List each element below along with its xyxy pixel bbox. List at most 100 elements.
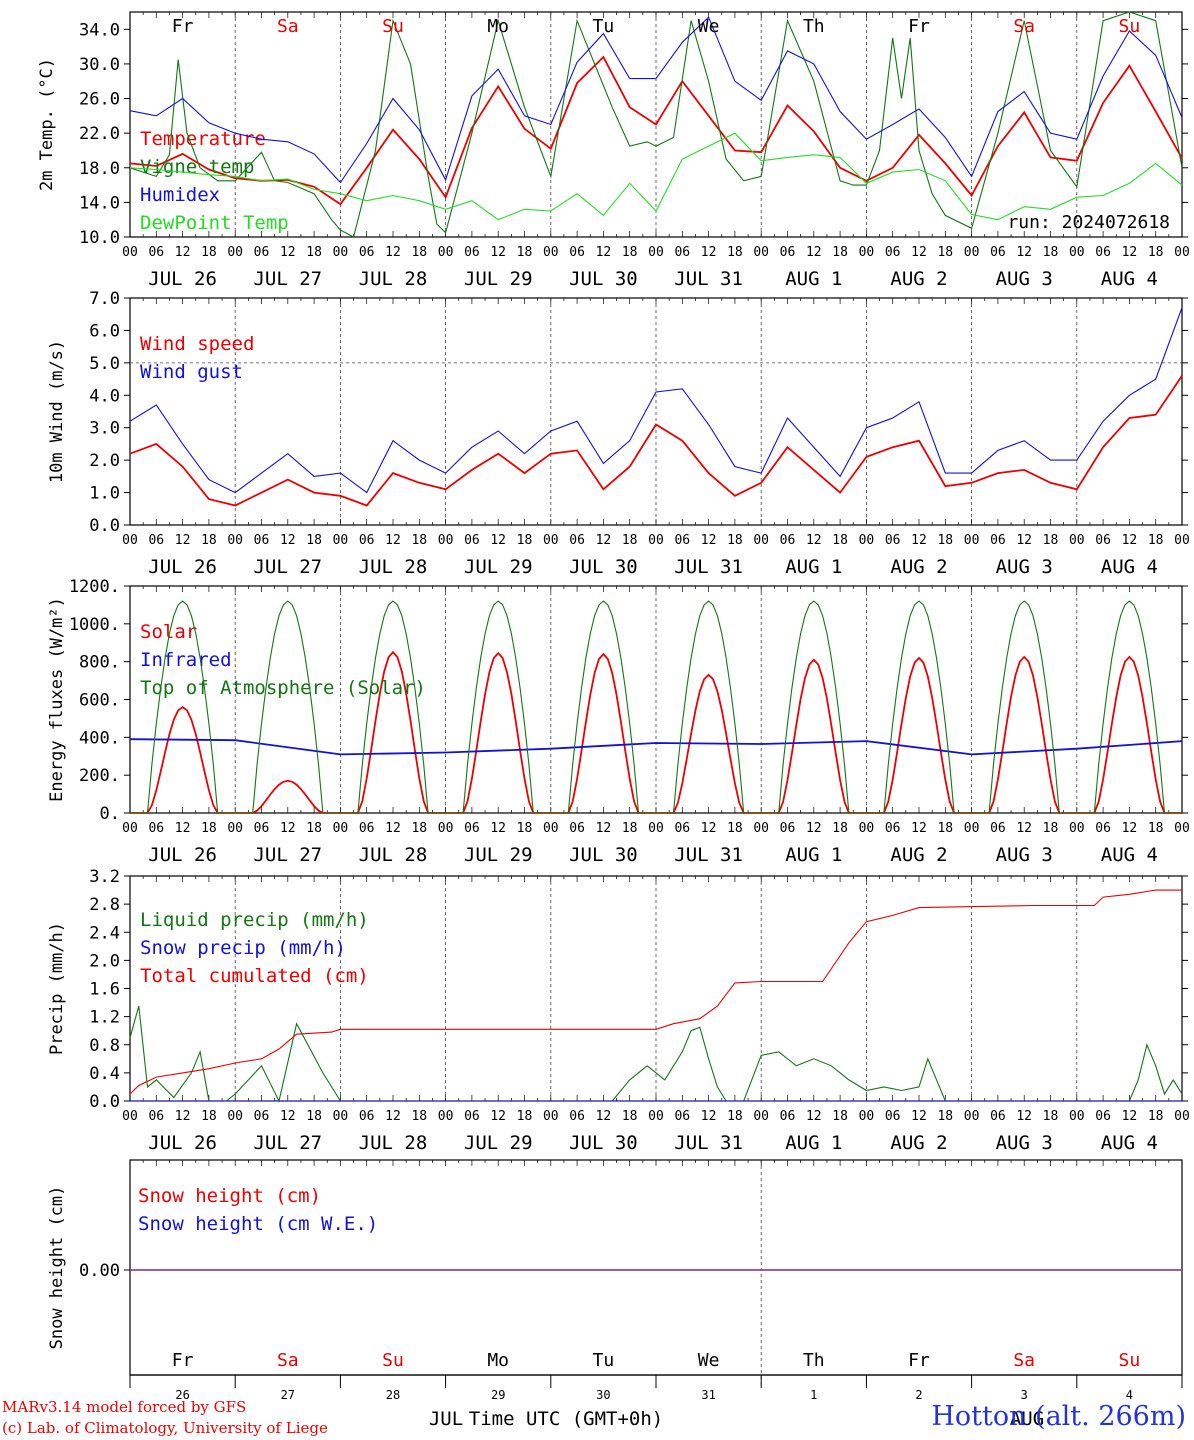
panel-2-hour-label: 00 [859,821,875,836]
panel-1-ytick-label: 1.0 [89,484,120,504]
panel-2-date-label: JUL 27 [253,844,322,866]
panel-1-hour-label: 12 [911,533,927,548]
panel-2-hour-label: 12 [280,821,296,836]
panel-2-hour-label: 18 [517,821,533,836]
panel-0-ytick-label: 22.0 [79,124,120,144]
panel-2-hour-label: 06 [254,821,270,836]
panel-2-hour-label: 12 [596,821,612,836]
panel-2-hour-label: 18 [622,821,638,836]
panel-2-date-label: JUL 31 [674,844,743,866]
panel-2-legend-1: Infrared [140,649,232,671]
panel-3-hour-label: 06 [674,1109,690,1124]
bottom-weekday-label: Tu [593,1350,615,1371]
panel-0-hour-label: 06 [990,245,1006,260]
panel-3-hour-label: 00 [227,1109,243,1124]
panel-3-ytick-label: 0.4 [89,1064,120,1084]
panel-1-hour-label: 00 [648,533,664,548]
panel-0-series-0 [129,55,1183,206]
panel-3-hour-label: 00 [333,1109,349,1124]
panel-1-ytick-label: 4.0 [89,386,120,406]
panel-2-hour-label: 18 [1148,821,1164,836]
panel-0-hour-label: 18 [1043,245,1059,260]
panel-3-hour-label: 00 [1174,1109,1190,1124]
panel-0-hour-label: 18 [201,245,217,260]
panel-0-ytick-label: 30.0 [79,55,120,75]
panel-3-hour-label: 12 [806,1109,822,1124]
panel-3-hour-label: 18 [201,1109,217,1124]
panel-1-hour-label: 06 [780,533,796,548]
panel-3-hour-label: 12 [280,1109,296,1124]
bottom-day-number: 29 [491,1388,505,1402]
panel-1-hour-label: 06 [148,533,164,548]
panel-2-hour-label: 06 [674,821,690,836]
panel-2-hour-label: 00 [648,821,664,836]
panel-0-date-label: JUL 30 [569,268,638,290]
month-label-aug: AUG [1010,1408,1044,1430]
panel-3-hour-label: 00 [438,1109,454,1124]
panel-1-hour-label: 06 [674,533,690,548]
panel-1-hour-label: 00 [438,533,454,548]
panel-3-legend-1: Snow precip (mm/h) [140,937,346,959]
panel-2-hour-label: 06 [1095,821,1111,836]
bottom-day-number: 28 [386,1388,400,1402]
panel-1-legend-1: Wind gust [140,361,243,383]
panel-0-hour-label: 18 [622,245,638,260]
panel-3-hour-label: 00 [859,1109,875,1124]
panel-2-hour-label: 18 [832,821,848,836]
panel-1-ytick-label: 0.0 [89,516,120,536]
panel-3-date-label: AUG 1 [785,1132,842,1154]
panel-3-hour-label: 06 [569,1109,585,1124]
bottom-day-number: 26 [175,1388,189,1402]
panel-2-hour-label: 18 [1043,821,1059,836]
panel-2-series-2 [130,600,1182,814]
panel-1-hour-label: 18 [201,533,217,548]
panel-1-date-label: AUG 3 [996,556,1053,578]
panel-0-hour-label: 00 [753,245,769,260]
panel-2-date-label: JUL 29 [464,844,533,866]
panel-3-date-label: AUG 3 [996,1132,1053,1154]
panel-0-hour-label: 06 [569,245,585,260]
panel-2-hour-label: 00 [753,821,769,836]
panel-3-date-label: JUL 26 [148,1132,217,1154]
panel-1-hour-label: 12 [701,533,717,548]
panel-2-legend-0: Solar [140,621,197,643]
panel-1-ylabel: 10m Wind (m/s) [47,340,67,483]
panel-3-date-label: JUL 31 [674,1132,743,1154]
panel-2-ytick-label: 200. [79,766,120,786]
panel-1-date-label: JUL 26 [148,556,217,578]
panel-3-hour-label: 18 [622,1109,638,1124]
time-axis-label: Time UTC (GMT+0h) [469,1408,663,1430]
station-title: Hotton (alt. 266m) [931,1401,1186,1432]
panel-0-hour-label: 12 [911,245,927,260]
panel-1-hour-label: 18 [1148,533,1164,548]
panel-1-hour-label: 00 [122,533,138,548]
panel-3-hour-label: 06 [464,1109,480,1124]
panel-2-ytick-label: 800. [79,653,120,673]
panel-3-hour-label: 12 [1016,1109,1032,1124]
panel-2-hour-label: 12 [1122,821,1138,836]
panel-0-ytick-label: 18.0 [79,159,120,179]
panel-0-date-label: JUL 26 [148,268,217,290]
panel-0-series-3 [129,132,1183,221]
bottom-weekday-label: Su [382,1350,404,1371]
panel-2-ytick-label: 0. [100,804,120,824]
panel-0-date-label: JUL 27 [253,268,322,290]
bottom-weekday-label: Fr [172,1350,194,1371]
panel-2-hour-label: 12 [175,821,191,836]
panel-0-date-label: AUG 2 [890,268,947,290]
panel-1-hour-label: 06 [885,533,901,548]
panel-2-hour-label: 12 [490,821,506,836]
panel-3-hour-label: 06 [990,1109,1006,1124]
panel-0-hour-label: 06 [254,245,270,260]
panel-4-legend-0: Snow height (cm) [138,1185,321,1207]
panel-0-hour-label: 00 [333,245,349,260]
panel-3-date-label: AUG 4 [1101,1132,1158,1154]
panel-0-hour-label: 00 [964,245,980,260]
panel-2-hour-label: 00 [964,821,980,836]
bottom-day-number: 2 [915,1388,922,1402]
panel-2-hour-label: 12 [1016,821,1032,836]
panel-3-date-label: JUL 27 [253,1132,322,1154]
top-weekday-label: Su [382,16,404,37]
panel-3-hour-label: 06 [148,1109,164,1124]
panel-2-hour-label: 18 [727,821,743,836]
